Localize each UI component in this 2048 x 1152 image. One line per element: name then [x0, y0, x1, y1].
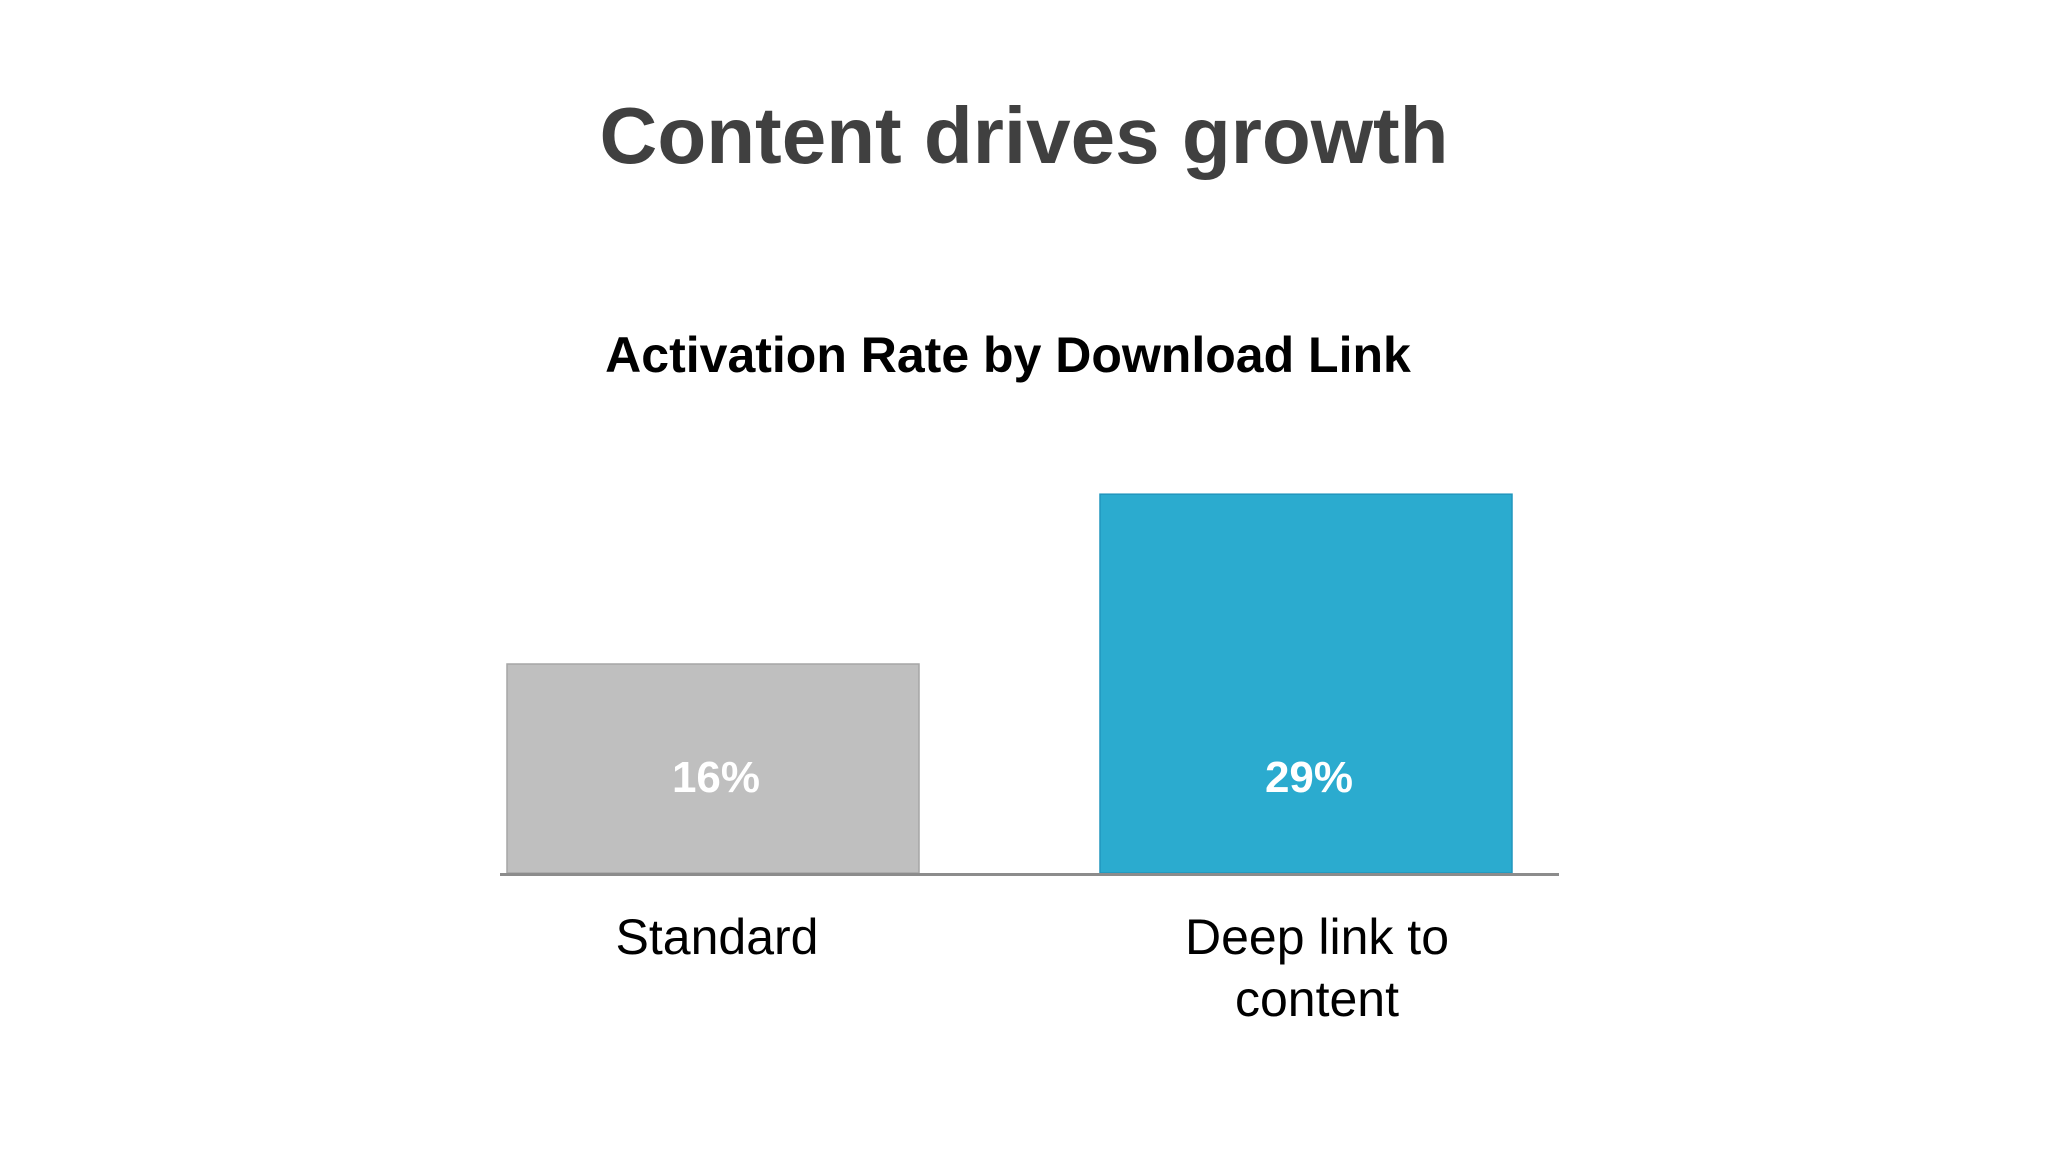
bars-layer: 16% 29%	[506, 493, 1513, 874]
labels-layer: Standard Deep link to content	[616, 909, 1449, 1027]
category-label-0-line-0: Standard	[616, 909, 819, 965]
data-label-1: 29%	[1265, 753, 1353, 802]
category-label-0: Standard	[616, 909, 819, 965]
bar-1	[1099, 493, 1513, 874]
slide-title: Content drives growth	[599, 91, 1449, 180]
bar-0	[506, 663, 920, 874]
data-label-0: 16%	[672, 753, 760, 802]
category-label-1-line-1: content	[1235, 971, 1399, 1027]
chart-title: Activation Rate by Download Link	[605, 327, 1411, 383]
category-label-1-line-0: Deep link to	[1185, 909, 1449, 965]
category-label-1: Deep link to content	[1185, 909, 1449, 1027]
